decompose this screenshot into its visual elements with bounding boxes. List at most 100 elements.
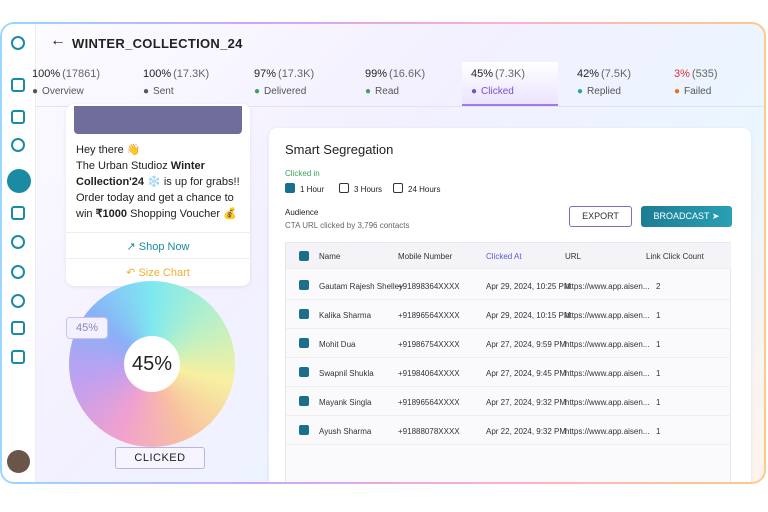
stat-icon: ●	[365, 86, 372, 97]
back-arrow[interactable]: ←	[50, 32, 66, 49]
table-cell: +91898364XXXX	[398, 282, 460, 291]
table-row: Kalika Sharma +91896564XXXX Apr 29, 2024, …	[286, 300, 731, 329]
nav-icon[interactable]	[11, 206, 25, 220]
nav-icon-active[interactable]	[7, 169, 31, 193]
stat-percent: 97%	[254, 68, 277, 80]
message-text: Hey there 👋 The Urban Studioz Winter Col…	[66, 134, 250, 222]
stat-label: Sent	[153, 86, 174, 97]
nav-icon[interactable]	[11, 235, 25, 249]
stat-tab[interactable]: 100% (17861) ● Overview	[32, 62, 128, 106]
size-chart-button[interactable]: ↶ Size Chart	[66, 258, 250, 284]
option-label: 3 Hours	[354, 185, 383, 194]
checkbox[interactable]	[339, 183, 349, 193]
checkbox[interactable]	[299, 367, 309, 377]
app: ← WINTER_COLLECTION_24 Hey there 👋 The U…	[2, 24, 764, 482]
stat-tab[interactable]: 100% (17.3K) ● Sent	[143, 62, 239, 106]
divider	[36, 106, 764, 107]
table-cell: Apr 27, 2024, 9:59 PM	[486, 340, 567, 349]
checkbox[interactable]	[299, 396, 309, 406]
table-cell: +91888078XXXX	[398, 427, 460, 436]
time-option[interactable]: 1 Hour	[285, 183, 324, 194]
table-row: Swapnil Shukla +91984064XXXX Apr 27, 2024,…	[286, 358, 731, 387]
stat-icon: ●	[32, 86, 39, 97]
nav-icon[interactable]	[11, 321, 25, 335]
stat-count: (7.3K)	[495, 68, 525, 80]
column-header: URL	[565, 252, 582, 261]
table-row: Ayush Sharma +91888078XXXX Apr 22, 2024, 9…	[286, 416, 731, 445]
stat-label-row: ● Overview	[32, 86, 128, 97]
clicked-in-label: Clicked in	[285, 169, 320, 178]
percent-badge: 45%	[66, 317, 108, 339]
table-row: Gautam Rajesh Shelley +91898364XXXX Apr 29…	[286, 271, 731, 300]
table-cell: +91896564XXXX	[398, 311, 460, 320]
text: Shopping Voucher 💰	[127, 208, 237, 220]
export-button[interactable]: EXPORT	[569, 206, 632, 227]
stat-count: (7.5K)	[601, 68, 631, 80]
stat-percent: 100%	[32, 68, 61, 80]
stat-icon: ●	[254, 86, 261, 97]
stat-label: Clicked	[481, 86, 514, 97]
sidebar	[2, 24, 36, 482]
column-header: Link Click Count	[646, 252, 704, 261]
bold-text: Winter Collection'24	[76, 160, 205, 188]
nav-icon[interactable]	[11, 110, 25, 124]
table-cell: Gautam Rajesh Shelley	[319, 282, 404, 291]
stat-label-row: ● Failed	[674, 86, 764, 97]
checkbox[interactable]	[299, 338, 309, 348]
checkbox[interactable]	[285, 183, 295, 193]
stat-tab[interactable]: 97% (17.3K) ● Delivered	[254, 62, 350, 106]
broadcast-button[interactable]: BROADCAST ➤	[641, 206, 732, 227]
stat-icon: ●	[674, 86, 681, 97]
stat-value: 3% (535)	[674, 68, 764, 80]
time-option[interactable]: 24 Hours	[393, 183, 440, 194]
avatar[interactable]	[7, 450, 30, 473]
table-cell: https://www.app.aisen...	[565, 311, 650, 320]
checkbox[interactable]	[299, 309, 309, 319]
campaign-title: WINTER_COLLECTION_24	[72, 36, 243, 51]
time-option[interactable]: 3 Hours	[339, 183, 382, 194]
nav-icon[interactable]	[11, 78, 25, 92]
nav-icon[interactable]	[11, 138, 25, 152]
stat-icon: ●	[577, 86, 584, 97]
app-frame: ← WINTER_COLLECTION_24 Hey there 👋 The U…	[0, 22, 766, 484]
table-cell: Apr 27, 2024, 9:45 PM	[486, 369, 567, 378]
shop-now-button[interactable]: ↗ Shop Now	[66, 232, 250, 258]
stat-tab[interactable]: 45% (7.3K) ● Clicked	[462, 62, 558, 106]
stat-label: Overview	[42, 86, 84, 97]
stat-tab[interactable]: 99% (16.6K) ● Read	[365, 62, 461, 106]
stat-label: Replied	[587, 86, 621, 97]
button-label: BROADCAST	[653, 211, 710, 221]
stat-value: 42% (7.5K)	[577, 68, 673, 80]
stat-percent: 42%	[577, 68, 600, 80]
stat-tab[interactable]: 3% (535) ● Failed	[674, 62, 764, 106]
logo[interactable]	[11, 36, 25, 50]
table-cell: Apr 27, 2024, 9:32 PM	[486, 398, 567, 407]
stat-label-row: ● Sent	[143, 86, 239, 97]
stat-value: 99% (16.6K)	[365, 68, 461, 80]
checkbox[interactable]	[299, 280, 309, 290]
nav-icon[interactable]	[11, 265, 25, 279]
table-cell: Apr 29, 2024, 10:15 PM	[486, 311, 571, 320]
stat-value: 97% (17.3K)	[254, 68, 350, 80]
checkbox[interactable]	[299, 425, 309, 435]
table-cell: +91984064XXXX	[398, 369, 460, 378]
table-cell: Mayank Singla	[319, 398, 372, 407]
stat-label-row: ● Read	[365, 86, 461, 97]
table-cell: https://www.app.aisen...	[565, 369, 650, 378]
stat-count: (17.3K)	[173, 68, 210, 80]
nav-icon[interactable]	[11, 350, 25, 364]
table-cell: Apr 29, 2024, 10:25 PM	[486, 282, 571, 291]
bold-text: ₹1000	[95, 208, 128, 220]
stat-tab[interactable]: 42% (7.5K) ● Replied	[577, 62, 673, 106]
stat-label: Delivered	[264, 86, 307, 97]
checkbox[interactable]	[299, 251, 309, 261]
nav-icon[interactable]	[11, 294, 25, 308]
stat-percent: 45%	[471, 68, 494, 80]
stat-label-row: ● Clicked	[471, 86, 558, 97]
table-cell: Kalika Sharma	[319, 311, 372, 320]
checkbox[interactable]	[393, 183, 403, 193]
clicked-button[interactable]: CLICKED	[115, 447, 205, 469]
table-header: Name Mobile Number Clicked At URL Link Click…	[286, 243, 731, 269]
stat-label: Read	[375, 86, 399, 97]
